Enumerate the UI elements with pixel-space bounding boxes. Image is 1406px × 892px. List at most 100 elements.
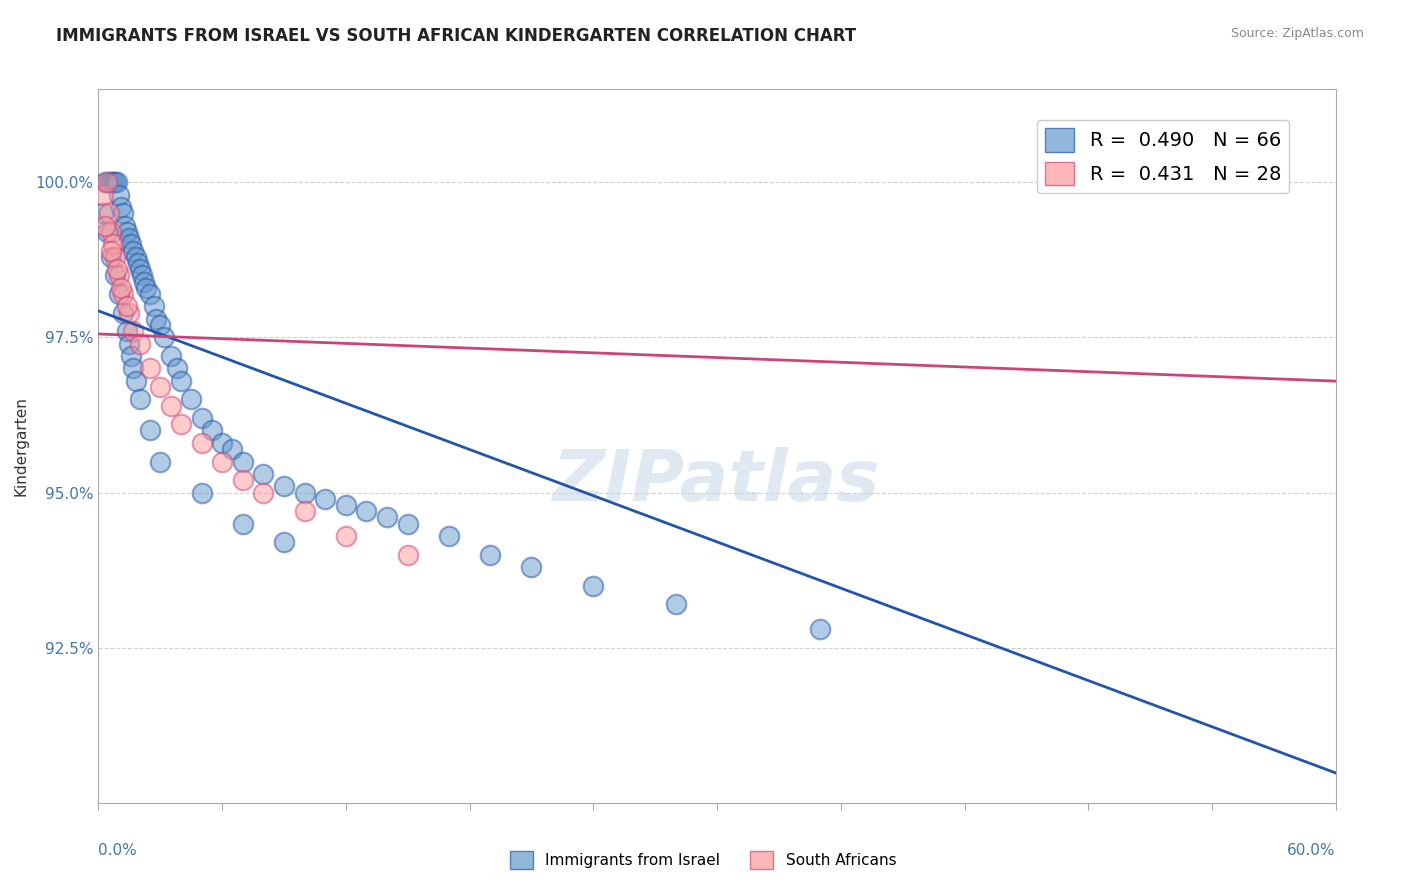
Point bbox=[356, 504, 378, 518]
Point bbox=[232, 516, 254, 531]
Point bbox=[252, 467, 274, 481]
Point bbox=[135, 281, 157, 295]
Text: 60.0%: 60.0% bbox=[1288, 843, 1336, 858]
Point bbox=[166, 361, 188, 376]
Text: 0.0%: 0.0% bbox=[98, 843, 138, 858]
Point bbox=[104, 175, 127, 189]
Point bbox=[1118, 175, 1140, 189]
Point bbox=[808, 622, 831, 636]
Point bbox=[93, 219, 115, 233]
Y-axis label: Kindergarten: Kindergarten bbox=[14, 396, 28, 496]
Point bbox=[159, 399, 181, 413]
Point bbox=[96, 225, 118, 239]
Point bbox=[120, 237, 142, 252]
Point bbox=[211, 454, 233, 468]
Point bbox=[128, 262, 150, 277]
Point bbox=[114, 219, 136, 233]
Point bbox=[122, 244, 145, 258]
Point bbox=[190, 436, 212, 450]
Point bbox=[201, 424, 224, 438]
Point bbox=[118, 336, 141, 351]
Point bbox=[153, 330, 176, 344]
Point bbox=[93, 175, 115, 189]
Point bbox=[100, 175, 122, 189]
Point bbox=[211, 436, 233, 450]
Point bbox=[252, 485, 274, 500]
Point bbox=[97, 206, 120, 220]
Point bbox=[97, 175, 120, 189]
Point bbox=[314, 491, 336, 506]
Point bbox=[190, 485, 212, 500]
Point bbox=[104, 268, 127, 283]
Point bbox=[110, 200, 132, 214]
Point bbox=[294, 504, 316, 518]
Point bbox=[128, 336, 150, 351]
Point bbox=[118, 231, 141, 245]
Text: IMMIGRANTS FROM ISRAEL VS SOUTH AFRICAN KINDERGARTEN CORRELATION CHART: IMMIGRANTS FROM ISRAEL VS SOUTH AFRICAN … bbox=[56, 27, 856, 45]
Point bbox=[120, 349, 142, 363]
Point bbox=[159, 349, 181, 363]
Point bbox=[108, 287, 131, 301]
Point bbox=[122, 361, 145, 376]
Point bbox=[180, 392, 202, 407]
Point bbox=[128, 392, 150, 407]
Point bbox=[396, 548, 419, 562]
Point bbox=[124, 250, 146, 264]
Point bbox=[665, 597, 688, 611]
Point bbox=[132, 275, 155, 289]
Point bbox=[117, 299, 139, 313]
Point bbox=[582, 579, 605, 593]
Point bbox=[100, 244, 122, 258]
Point bbox=[112, 305, 135, 319]
Point bbox=[145, 311, 167, 326]
Point bbox=[437, 529, 460, 543]
Point bbox=[108, 187, 131, 202]
Point bbox=[190, 411, 212, 425]
Point bbox=[221, 442, 243, 456]
Point bbox=[1222, 175, 1244, 189]
Point bbox=[101, 175, 124, 189]
Point bbox=[104, 250, 127, 264]
Point bbox=[117, 324, 139, 338]
Point bbox=[479, 548, 502, 562]
Point bbox=[108, 268, 131, 283]
Text: Source: ZipAtlas.com: Source: ZipAtlas.com bbox=[1230, 27, 1364, 40]
Point bbox=[127, 256, 149, 270]
Point bbox=[100, 225, 122, 239]
Point bbox=[375, 510, 398, 524]
Point bbox=[105, 262, 128, 277]
Point bbox=[91, 206, 114, 220]
Point bbox=[117, 225, 139, 239]
Point bbox=[124, 374, 146, 388]
Point bbox=[96, 175, 118, 189]
Point bbox=[101, 237, 124, 252]
Legend: Immigrants from Israel, South Africans: Immigrants from Israel, South Africans bbox=[503, 845, 903, 875]
Point bbox=[149, 380, 172, 394]
Point bbox=[118, 305, 141, 319]
Point bbox=[131, 268, 153, 283]
Point bbox=[139, 361, 162, 376]
Point bbox=[139, 424, 162, 438]
Point bbox=[112, 287, 135, 301]
Point bbox=[139, 287, 162, 301]
Point bbox=[143, 299, 166, 313]
Point bbox=[232, 454, 254, 468]
Point bbox=[112, 206, 135, 220]
Text: ZIPatlas: ZIPatlas bbox=[554, 447, 880, 516]
Point bbox=[91, 187, 114, 202]
Point bbox=[170, 374, 193, 388]
Legend: R =  0.490   N = 66, R =  0.431   N = 28: R = 0.490 N = 66, R = 0.431 N = 28 bbox=[1038, 120, 1289, 193]
Point bbox=[520, 560, 543, 574]
Point bbox=[335, 529, 357, 543]
Point bbox=[105, 175, 128, 189]
Point bbox=[149, 318, 172, 332]
Point bbox=[294, 485, 316, 500]
Point bbox=[335, 498, 357, 512]
Point bbox=[149, 454, 172, 468]
Point bbox=[396, 516, 419, 531]
Point bbox=[122, 324, 145, 338]
Point bbox=[170, 417, 193, 432]
Point bbox=[273, 535, 295, 549]
Point bbox=[100, 250, 122, 264]
Point bbox=[273, 479, 295, 493]
